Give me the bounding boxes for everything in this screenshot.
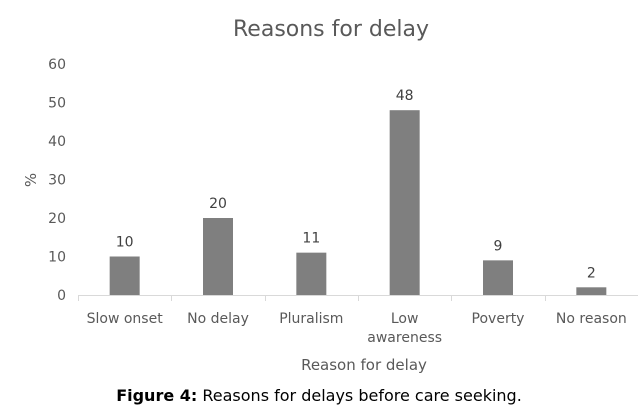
y-tick-label: 40 [48, 134, 66, 150]
data-label: 10 [116, 235, 134, 251]
data-label: 48 [396, 88, 414, 104]
caption-label: Figure 4: [116, 386, 198, 405]
x-tick-label: Slow onset [87, 311, 164, 327]
y-tick-label: 60 [48, 57, 66, 73]
x-tick-label: No delay [187, 311, 249, 327]
y-tick-label: 0 [57, 288, 66, 304]
data-label: 20 [209, 196, 227, 212]
data-label: 9 [494, 238, 503, 254]
data-label: 11 [302, 231, 320, 247]
caption-text: Reasons for delays before care seeking. [197, 386, 522, 405]
data-label: 2 [587, 265, 596, 281]
y-tick-label: 50 [48, 96, 66, 112]
x-tick-label: Low [391, 311, 419, 327]
x-axis-label: Reason for delay [301, 356, 427, 374]
x-tick-label: Pluralism [279, 311, 343, 327]
figure-caption: Figure 4: Reasons for delays before care… [0, 386, 638, 405]
x-tick-label: awareness [367, 330, 442, 346]
bar [389, 110, 420, 295]
bar [203, 218, 233, 295]
bar [576, 287, 607, 295]
bar [109, 256, 140, 295]
bar [296, 252, 327, 295]
y-tick-label: 10 [48, 250, 66, 266]
y-tick-label: 20 [48, 211, 66, 227]
bar [483, 260, 513, 295]
y-tick-label: 30 [48, 173, 66, 189]
bar-chart: Reasons for delay % Reason for delay 0 10… [22, 17, 638, 374]
x-tick-label: No reason [556, 311, 627, 327]
y-axis-label: % [22, 173, 40, 187]
x-tick-label: Poverty [472, 311, 525, 327]
chart-title: Reasons for delay [233, 17, 429, 42]
